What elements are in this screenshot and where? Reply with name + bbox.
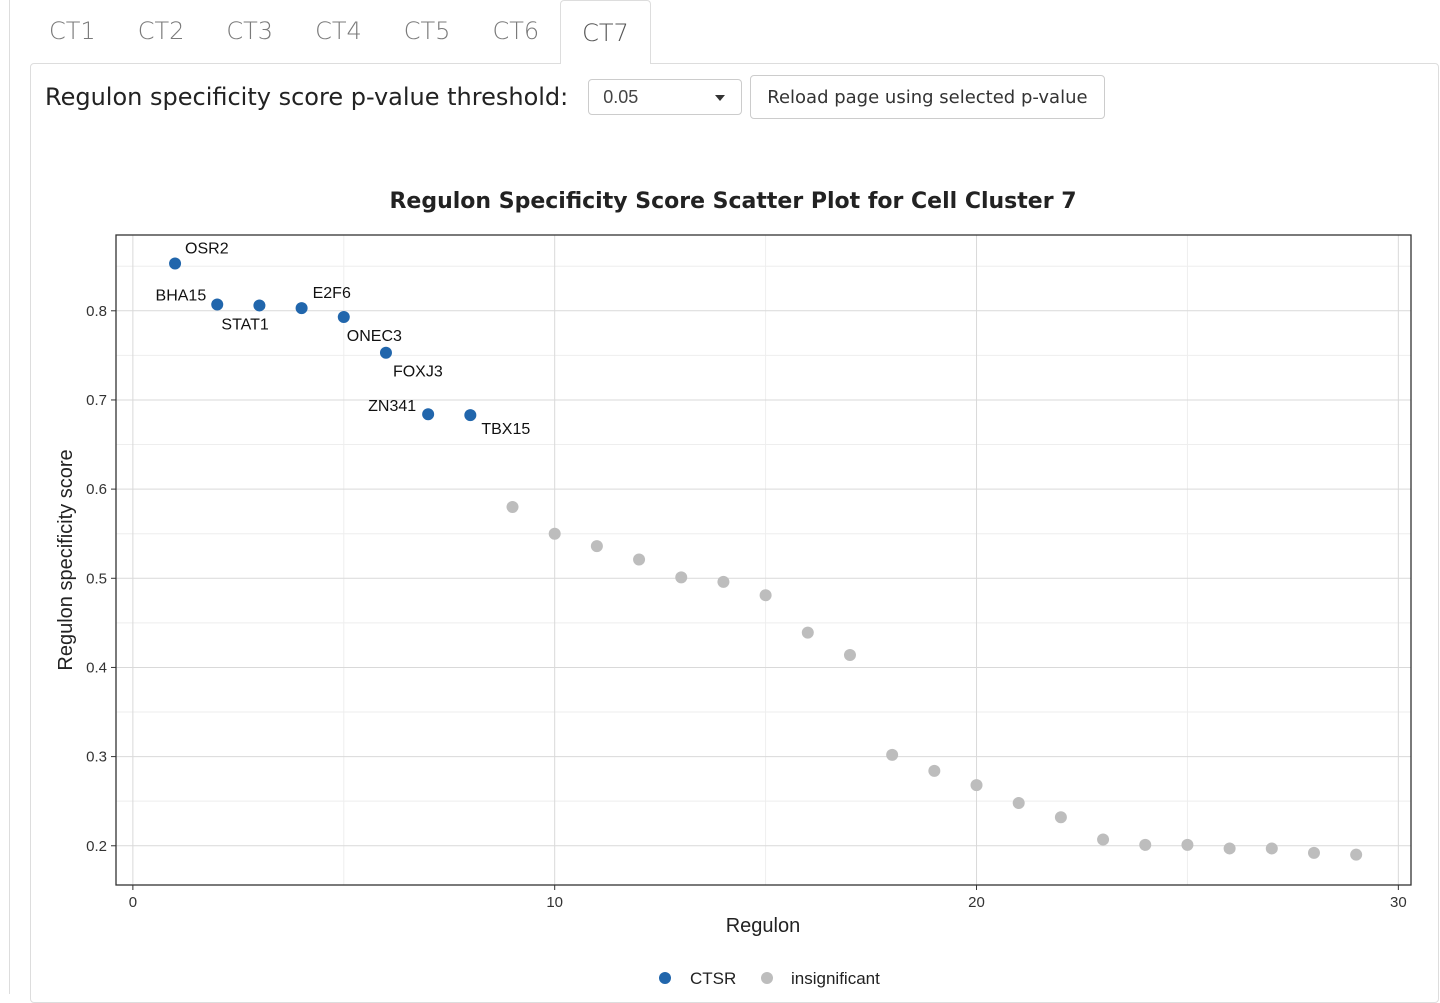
point-label: OSR2 — [185, 241, 229, 258]
point-ctsr — [169, 257, 182, 270]
y-tick-label: 0.6 — [86, 481, 107, 498]
point-ctsr — [211, 298, 224, 311]
point-ctsr — [253, 299, 266, 312]
pvalue-select[interactable]: 0.05 — [588, 79, 743, 115]
point-insignificant — [633, 553, 646, 566]
point-ctsr — [337, 311, 350, 324]
point-insignificant — [506, 500, 519, 513]
y-tick-label: 0.3 — [86, 749, 107, 766]
point-label: FOXJ3 — [393, 364, 443, 381]
outer-frame — [9, 0, 1440, 994]
y-tick-label: 0.7 — [86, 392, 107, 409]
y-tick-label: 0.2 — [86, 838, 107, 855]
x-axis-label: Regulon — [726, 915, 801, 937]
point-ctsr — [464, 409, 477, 422]
x-tick-label: 10 — [546, 894, 563, 911]
y-axis-label: Regulon specificity score — [55, 449, 77, 670]
chart-title: Regulon Specificity Score Scatter Plot f… — [389, 189, 1076, 214]
reload-button[interactable]: Reload page using selected p-value — [750, 75, 1105, 119]
point-ctsr — [379, 346, 392, 359]
tab-ct1[interactable]: CT1 — [49, 17, 96, 45]
point-label: ZN341 — [368, 398, 416, 415]
pvalue-select-value: 0.05 — [603, 86, 639, 107]
x-tick-label: 30 — [1390, 894, 1407, 911]
point-label: STAT1 — [221, 316, 269, 333]
point-insignificant — [970, 779, 983, 792]
tab-ct3[interactable]: CT3 — [226, 17, 274, 45]
point-ctsr — [422, 408, 435, 421]
legend-key-insignificant — [761, 972, 773, 984]
point-insignificant — [1265, 842, 1278, 855]
y-tick-label: 0.8 — [86, 303, 107, 320]
caret-down-icon — [715, 95, 726, 101]
point-insignificant — [1097, 833, 1110, 846]
point-insignificant — [717, 575, 730, 588]
tab-ct2[interactable]: CT2 — [137, 17, 185, 45]
point-insignificant — [1012, 796, 1025, 809]
point-label: TBX15 — [481, 421, 530, 438]
tab-ct4[interactable]: CT4 — [315, 17, 362, 45]
point-insignificant — [1307, 846, 1320, 859]
point-label: BHA15 — [156, 288, 207, 305]
point-insignificant — [1054, 811, 1067, 824]
plot-border — [115, 234, 1412, 886]
point-insignificant — [1350, 848, 1363, 861]
point-insignificant — [886, 748, 899, 761]
point-label: E2F6 — [313, 285, 351, 302]
point-insignificant — [759, 589, 772, 602]
legend-key-ctsr — [659, 972, 671, 984]
cluster-tabs: CT1 CT2 CT3 CT4 CT5 CT6 CT7 — [28, 0, 651, 64]
point-insignificant — [801, 626, 814, 639]
y-tick-label: 0.5 — [86, 570, 107, 587]
point-insignificant — [548, 527, 561, 540]
point-insignificant — [1223, 842, 1236, 855]
threshold-controls: Regulon specificity score p-value thresh… — [45, 74, 1105, 120]
point-label: ONEC3 — [347, 328, 402, 345]
legend-label-insignificant: insignificant — [791, 969, 880, 988]
x-tick-label: 0 — [129, 894, 137, 911]
point-insignificant — [843, 648, 856, 661]
tab-ct5[interactable]: CT5 — [403, 17, 451, 45]
legend-label-ctsr: CTSR — [690, 969, 736, 988]
point-insignificant — [675, 571, 688, 584]
plot-background — [116, 235, 1411, 885]
tab-ct7[interactable]: CT7 — [560, 0, 651, 64]
point-ctsr — [295, 302, 308, 315]
y-tick-label: 0.4 — [86, 659, 107, 676]
x-tick-label: 20 — [968, 894, 985, 911]
point-insignificant — [928, 764, 941, 777]
threshold-label: Regulon specificity score p-value thresh… — [45, 83, 569, 111]
point-insignificant — [1181, 838, 1194, 851]
point-insignificant — [590, 540, 603, 553]
point-insignificant — [1139, 838, 1152, 851]
tab-ct6[interactable]: CT6 — [492, 17, 540, 45]
